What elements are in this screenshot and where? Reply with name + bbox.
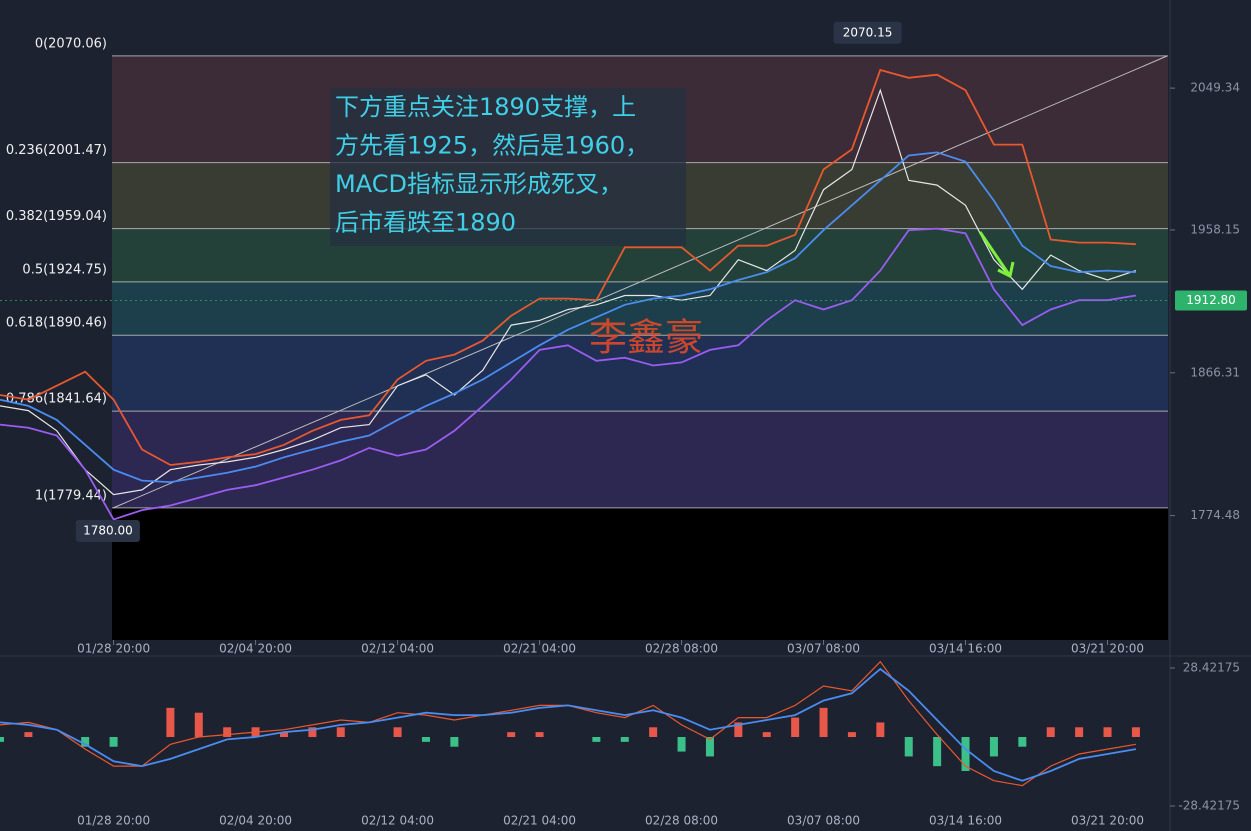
fib-label: 1(1779.44) (35, 488, 107, 503)
last-tag (1175, 290, 1247, 311)
x-tick-label: 03/21 20:00 (1071, 642, 1144, 656)
x-tick-label: 01/28 20:00 (77, 642, 150, 656)
histogram-bar (166, 707, 175, 737)
low-box (75, 520, 140, 543)
histogram-bar (734, 722, 743, 737)
histogram-bar (1131, 727, 1140, 737)
x-tick-label: 03/21 20:00 (1071, 814, 1144, 828)
histogram-bar (194, 712, 203, 737)
x-tick-label: 02/04 20:00 (219, 814, 292, 828)
low-label: 1780.00 (83, 524, 133, 538)
x-tick-label: 02/21 04:00 (503, 642, 576, 656)
fib-label: 0.618(1890.46) (6, 316, 107, 331)
fib-band (112, 335, 1168, 412)
histogram-bar (1046, 727, 1055, 737)
y-tick-label: 1958.15 (1190, 222, 1240, 236)
series-line (0, 68, 1136, 466)
histogram-bar (308, 727, 317, 737)
x-tick-label: 03/14 16:00 (929, 814, 1002, 828)
x-tick-label: 01/28 20:00 (77, 814, 150, 828)
high-label: 2070.15 (843, 25, 893, 39)
histogram-bar (393, 727, 402, 737)
histogram-bar (819, 707, 828, 737)
y-tick-label: -28.42175 (1178, 799, 1240, 813)
x-tick-label: 02/12 04:00 (361, 814, 434, 828)
y-tick-label: 28.42175 (1183, 660, 1240, 674)
trend-line (112, 55, 1168, 509)
arrow (978, 231, 1015, 279)
x-tick-label: 03/14 16:00 (929, 642, 1002, 656)
histogram-bar (677, 736, 686, 752)
histogram-bar (933, 736, 942, 767)
annotation-line: 后市看跌至1890 (335, 209, 516, 237)
x-tick-label: 02/28 08:00 (645, 642, 718, 656)
histogram-bar (989, 736, 998, 757)
annotation-line: 下方重点关注1890支撑，上 (335, 93, 636, 121)
annotation-box (330, 88, 686, 246)
fib-band (112, 507, 1168, 640)
histogram-bar (762, 732, 771, 737)
fib-label: 0.786(1841.64) (6, 392, 107, 407)
histogram-bar (961, 736, 970, 772)
histogram-bar (279, 732, 288, 737)
histogram-bar (535, 732, 544, 737)
histogram-bar (1075, 727, 1084, 737)
series-line (0, 227, 1137, 521)
series-line (0, 667, 1137, 782)
histogram-bar (24, 732, 33, 737)
last-label: 1912.80 (1186, 293, 1236, 307)
x-tick-label: 02/12 04:00 (361, 642, 434, 656)
fib-band (112, 411, 1168, 508)
series-line (0, 88, 1137, 496)
fib-label: 0.5(1924.75) (22, 262, 107, 277)
fib-label: 0(2070.06) (35, 36, 107, 51)
histogram-bar (904, 736, 913, 757)
y-tick-label: 1866.31 (1190, 365, 1240, 379)
histogram-bar (450, 736, 459, 747)
histogram-bar (223, 727, 232, 737)
histogram-bar (421, 736, 430, 742)
histogram-bar (791, 717, 800, 737)
y-tick-label: 2049.34 (1190, 81, 1240, 95)
x-tick-label: 03/07 08:00 (787, 642, 860, 656)
fib-label: 0.382(1959.04) (6, 209, 107, 224)
histogram-bar (0, 736, 4, 742)
histogram-bar (847, 732, 856, 737)
y-tick-label: 1774.48 (1190, 508, 1240, 522)
histogram-bar (81, 736, 90, 747)
histogram-bar (1103, 727, 1112, 737)
x-tick-label: 03/07 08:00 (787, 814, 860, 828)
annotation-line: MACD指标显示形成死叉， (335, 170, 623, 198)
watermark: 李鑫豪 (589, 316, 703, 360)
histogram-bar (876, 722, 885, 737)
x-tick-label: 02/28 08:00 (645, 814, 718, 828)
histogram-bar (336, 727, 345, 737)
histogram-bar (1018, 736, 1027, 747)
fib-label: 0.236(2001.47) (6, 143, 107, 158)
histogram-bar (507, 732, 516, 737)
x-tick-label: 02/21 04:00 (503, 814, 576, 828)
histogram-bar (620, 736, 629, 742)
annotation-line: 方先看1925，然后是1960， (335, 132, 649, 160)
high-box (833, 21, 902, 44)
histogram-bar (592, 736, 601, 742)
histogram-bar (649, 727, 658, 737)
histogram-bar (705, 736, 714, 757)
fib-band (112, 281, 1168, 336)
x-tick-label: 02/04 20:00 (219, 642, 292, 656)
histogram-bar (109, 736, 118, 747)
series-line (0, 151, 1136, 484)
